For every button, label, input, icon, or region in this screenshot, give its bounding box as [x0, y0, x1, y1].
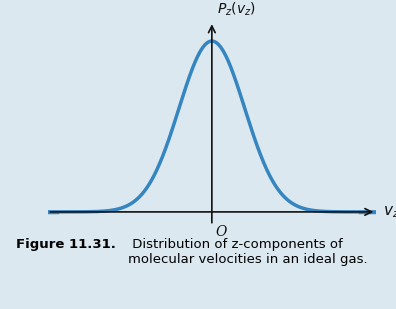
Text: $v_z$: $v_z$ [383, 204, 396, 220]
Text: $P_z(v_z)$: $P_z(v_z)$ [217, 1, 256, 18]
Text: Distribution of z-components of
molecular velocities in an ideal gas.: Distribution of z-components of molecula… [128, 238, 367, 266]
Text: O: O [216, 225, 227, 239]
Text: Figure 11.31.: Figure 11.31. [16, 238, 116, 251]
